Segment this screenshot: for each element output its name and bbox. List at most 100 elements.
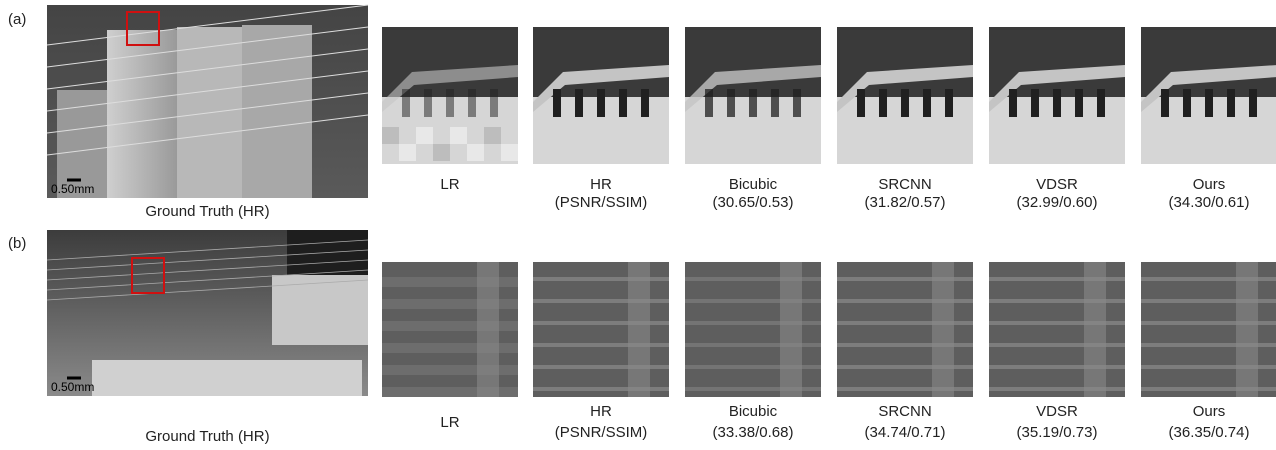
crop-image [1141, 262, 1276, 397]
window [619, 89, 627, 117]
stripe [989, 365, 1125, 369]
stripe [382, 365, 518, 375]
stripe [837, 365, 973, 369]
stripe [989, 321, 1125, 325]
window [945, 89, 953, 117]
window [446, 89, 454, 117]
window [1227, 89, 1235, 117]
stripe [989, 299, 1125, 303]
method-label: SRCNN [878, 176, 931, 193]
method-label: LR [440, 176, 459, 193]
window [771, 89, 779, 117]
pixel [382, 127, 399, 144]
method-label: LR [440, 414, 459, 431]
stripe [685, 343, 821, 347]
window [749, 89, 757, 117]
stripe [533, 365, 669, 369]
window [641, 89, 649, 117]
stripe [989, 387, 1125, 391]
column [1084, 262, 1106, 397]
method-label: VDSR [1036, 176, 1078, 193]
stripe [1141, 343, 1276, 347]
stripe [1141, 277, 1276, 281]
crop-image [685, 27, 821, 164]
window [597, 89, 605, 117]
stripe [837, 277, 973, 281]
stripe [989, 277, 1125, 281]
stripe [533, 277, 669, 281]
metric-label: (35.19/0.73) [1017, 424, 1098, 441]
crop-image [1141, 27, 1276, 164]
metric-label: (33.38/0.68) [713, 424, 794, 441]
window [1031, 89, 1039, 117]
method-label: Ours [1193, 403, 1226, 420]
metric-label: (32.99/0.60) [1017, 194, 1098, 211]
scale-label: 0.50mm [51, 182, 94, 196]
crop-image [382, 27, 518, 164]
window [1009, 89, 1017, 117]
metric-label: (36.35/0.74) [1169, 424, 1250, 441]
figure: (a)0.50mmGround Truth (HR)LRHR(PSNR/SSIM… [0, 0, 1276, 450]
ground-truth-image [47, 230, 368, 396]
window [793, 89, 801, 117]
crop-image [533, 27, 669, 164]
window [490, 89, 498, 117]
scale-label: 0.50mm [51, 380, 94, 394]
caption: Ground Truth (HR) [145, 428, 269, 445]
stripe [837, 299, 973, 303]
window [1053, 89, 1061, 117]
window [879, 89, 887, 117]
window [901, 89, 909, 117]
stripe [533, 321, 669, 325]
window [1075, 89, 1083, 117]
column [1236, 262, 1258, 397]
window [1205, 89, 1213, 117]
stripe [837, 343, 973, 347]
stripe [382, 299, 518, 309]
method-label: SRCNN [878, 403, 931, 420]
stripe [685, 387, 821, 391]
row-label: (b) [8, 235, 26, 252]
stripe [382, 387, 518, 397]
metric-label: (30.65/0.53) [713, 194, 794, 211]
pixel [416, 127, 433, 144]
method-label: VDSR [1036, 403, 1078, 420]
stripe [685, 321, 821, 325]
stripe [533, 387, 669, 391]
caption: Ground Truth (HR) [145, 203, 269, 220]
window [553, 89, 561, 117]
pixel [467, 144, 484, 161]
crop-image [382, 262, 518, 397]
window [1097, 89, 1105, 117]
pixel [484, 127, 501, 144]
window [1183, 89, 1191, 117]
window [705, 89, 713, 117]
stripe [685, 365, 821, 369]
stripe [837, 321, 973, 325]
metric-label: (PSNR/SSIM) [555, 194, 648, 211]
stripe [533, 299, 669, 303]
ground-truth-image [47, 5, 368, 198]
pixel [399, 144, 416, 161]
pixel [501, 144, 518, 161]
column [628, 262, 650, 397]
building [92, 360, 362, 396]
window [402, 89, 410, 117]
stripe [837, 387, 973, 391]
window [923, 89, 931, 117]
stripe [533, 343, 669, 347]
crop-image [533, 262, 669, 397]
stripe [382, 321, 518, 331]
stripe [685, 299, 821, 303]
stripe [1141, 387, 1276, 391]
window [468, 89, 476, 117]
window [727, 89, 735, 117]
crop-image [837, 262, 973, 397]
pixel [450, 127, 467, 144]
stripe [685, 277, 821, 281]
window [424, 89, 432, 117]
column [932, 262, 954, 397]
crop-image [989, 27, 1125, 164]
crop-image [837, 27, 973, 164]
metric-label: (31.82/0.57) [865, 194, 946, 211]
